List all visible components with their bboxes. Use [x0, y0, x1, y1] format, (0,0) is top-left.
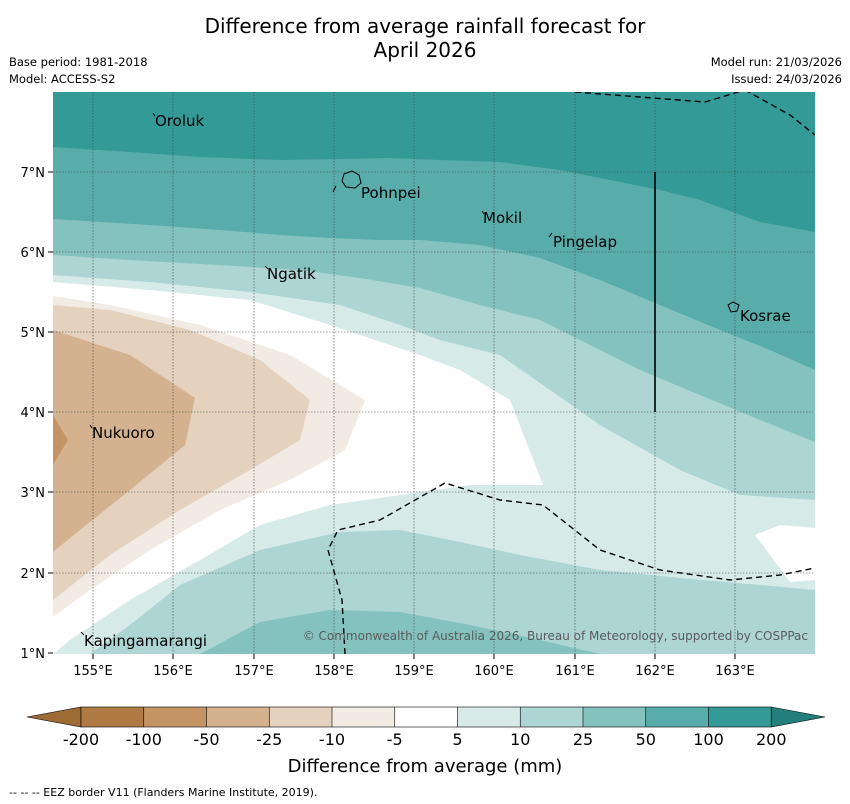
lat-label-7N: 7°N [21, 166, 46, 181]
lon-label-159E: 159°E [394, 664, 434, 679]
mokil-mark [481, 210, 485, 215]
colorbar-label-8: 25 [572, 730, 594, 749]
copyright-text: © Commonwealth of Australia 2026, Bureau… [303, 629, 808, 643]
colorbar-label-7: 10 [510, 730, 531, 749]
label-mokil: Mokil [483, 209, 522, 227]
colorbar-dividers [143, 707, 709, 727]
colorbar-swatch-9 [583, 707, 646, 727]
lat-label-5N: 5°N [21, 326, 46, 341]
pohnpei-reef-mark [332, 185, 337, 193]
meta-right: Model run: 21/03/2026 Issued: 24/03/2026 [711, 54, 842, 88]
colorbar-frame [80, 706, 772, 728]
lat-label-3N: 3°N [21, 486, 46, 501]
white-patch-east [755, 525, 815, 582]
lon-label-157E: 157°E [234, 664, 274, 679]
colorbar-swatch-6 [394, 707, 458, 727]
colorbar-title: Difference from average (mm) [287, 756, 563, 777]
nukuoro-mark [89, 424, 93, 429]
lat-label-6N: 6°N [21, 246, 46, 261]
oroluk-mark [152, 112, 156, 117]
colorbar-swatch-4 [269, 707, 332, 727]
label-oroluk: Oroluk [155, 112, 204, 130]
colorbar-swatch-2 [143, 707, 207, 727]
colorbar-swatch-11 [708, 707, 772, 727]
colorbar-swatch-3 [206, 707, 270, 727]
colorbar-label-1: -100 [125, 730, 162, 749]
band-100-200-north [53, 92, 815, 232]
label-ngatik: Ngatik [267, 265, 316, 283]
lon-label-158E: 158°E [314, 664, 354, 679]
colorbar-label-11: 200 [755, 730, 787, 749]
model-run: Model run: 21/03/2026 [710, 55, 842, 69]
colorbar-label-5: -5 [386, 730, 403, 749]
atoll-marks [80, 112, 553, 636]
kapingamarangi-mark [80, 631, 85, 636]
colorbar-label-3: -25 [256, 730, 283, 749]
colorbar-swatch-5 [332, 707, 395, 727]
lat-label-4N: 4°N [21, 406, 46, 421]
lon-label-155E: 155°E [73, 664, 113, 679]
lon-label-162E: 162°E [635, 664, 675, 679]
meta-left: Base period: 1981-2018 Model: ACCESS-S2 [9, 54, 148, 88]
band-25-50-south [200, 610, 600, 654]
rainfall-map: Oroluk Pohnpei Mokil Pingelap Ngatik Kos… [53, 92, 815, 654]
label-nukuoro: Nukuoro [92, 424, 155, 442]
label-kapingamarangi: Kapingamarangi [84, 632, 207, 650]
colorbar-label-9: 50 [635, 730, 656, 749]
base-period: Base period: 1981-2018 [9, 55, 148, 69]
kosrae-island-icon [727, 301, 740, 313]
eez-border-northeast [747, 92, 815, 136]
colorbar-swatch-10 [645, 707, 709, 727]
colorbar-high-extension [770, 706, 826, 728]
ngatik-mark [264, 265, 269, 270]
colorbar-label-6: 5 [452, 730, 463, 749]
axis-ticks [48, 171, 736, 659]
lon-axis-labels: 155°E 156°E 157°E 158°E 159°E 160°E 161°… [73, 664, 755, 679]
colorbar-label-4: -10 [318, 730, 346, 749]
colorbar-label-10: 100 [693, 730, 724, 749]
band-50-100-west [53, 415, 68, 465]
colorbar-low-extension [26, 706, 82, 728]
eez-borders [327, 92, 815, 654]
model-name: Model: ACCESS-S2 [9, 72, 116, 86]
colorbar-label-0: -200 [62, 730, 100, 749]
colorbar-swatch-7 [457, 707, 521, 727]
lon-label-160E: 160°E [474, 664, 514, 679]
pohnpei-island-icon [341, 170, 362, 189]
label-kosrae: Kosrae [740, 307, 791, 325]
issued-date: Issued: 24/03/2026 [731, 72, 842, 86]
label-pingelap: Pingelap [553, 233, 617, 251]
lat-label-1N: 1°N [21, 647, 46, 662]
colorbar-label-2: -50 [193, 730, 220, 749]
lon-label-163E: 163°E [715, 664, 755, 679]
lon-label-161E: 161°E [555, 664, 595, 679]
lat-label-2N: 2°N [21, 567, 46, 582]
colorbar-swatch-8 [520, 707, 583, 727]
title-line-1: Difference from average rainfall forecas… [204, 14, 646, 38]
band-25-50-west [53, 330, 195, 552]
colorbar-swatch-1 [81, 707, 144, 727]
map-title: Difference from average rainfall forecas… [0, 14, 850, 62]
lon-label-156E: 156°E [153, 664, 193, 679]
label-pohnpei: Pohnpei [361, 184, 421, 202]
lat-axis-labels: 7°N 6°N 5°N 4°N 3°N 2°N 1°N [21, 166, 46, 662]
place-labels: Oroluk Pohnpei Mokil Pingelap Ngatik Kos… [84, 112, 791, 650]
colorbar [26, 706, 826, 728]
eez-footer-note: -- -- -- EEZ border V11 (Flanders Marine… [9, 786, 318, 799]
eez-border-north [574, 92, 741, 103]
pingelap-mark [548, 232, 553, 238]
lat-grid [53, 171, 815, 574]
title-line-2: April 2026 [373, 38, 477, 62]
eez-border-south [327, 482, 815, 654]
